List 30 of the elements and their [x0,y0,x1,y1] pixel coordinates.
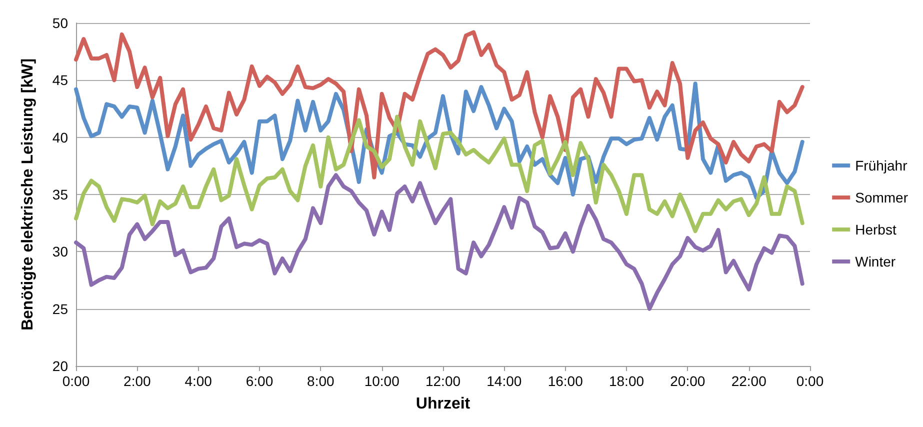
x-tick-label: 22:00 [731,373,767,389]
x-tick-label: 0:00 [796,373,824,389]
x-tick-label: 18:00 [608,373,644,389]
y-axis-title: Benötigte elektrische Leistung [kW] [20,58,36,331]
x-tick-label: 8:00 [307,373,335,389]
x-axis-title: Uhrzeit [416,396,471,412]
y-tick-label: 50 [52,15,68,31]
line-series [74,173,804,311]
x-tick-label: 10:00 [364,373,400,389]
x-tick-label: 12:00 [425,373,461,389]
x-tick-label: 14:00 [486,373,522,389]
x-tick-label: 0:00 [62,373,90,389]
y-tick-label: 35 [52,186,68,202]
x-tick-label: 20:00 [670,373,706,389]
line-series [74,82,804,200]
legend-label: Winter [855,254,896,270]
y-tick-label: 30 [52,244,68,260]
line-series [74,114,804,234]
y-tick-label: 40 [52,129,68,146]
line-series [74,30,804,180]
x-tick-label: 6:00 [246,373,274,389]
y-tick-label: 45 [52,72,68,88]
legend-label: Sommer [855,190,908,206]
y-tick-label: 25 [52,300,68,317]
x-tick-label: 2:00 [124,373,152,389]
legend-label: Frühjahr [855,158,908,174]
legend-label: Herbst [855,222,896,238]
x-tick-label: 16:00 [548,373,584,389]
x-tick-label: 4:00 [184,373,212,389]
y-tick-label: 20 [52,358,68,374]
